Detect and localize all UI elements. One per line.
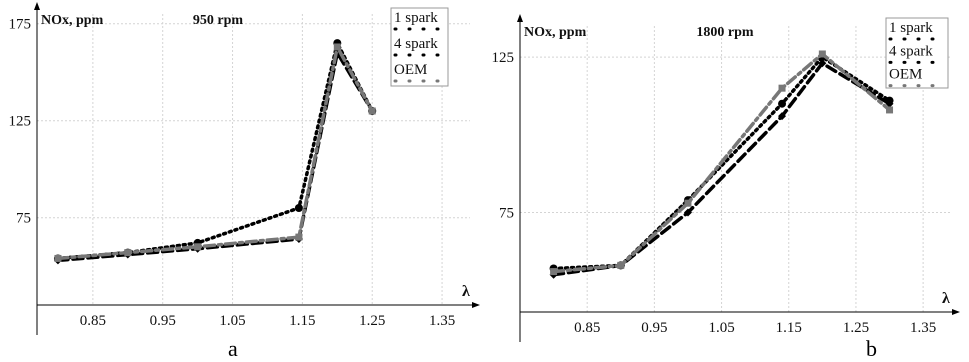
- chart-b-legend-label: 4 spark: [889, 43, 933, 59]
- chart-b-x-tick-label: 1.35: [910, 320, 936, 336]
- chart-b-x-tick-label: 1.25: [843, 320, 869, 336]
- chart-a-legend-label: 1 spark: [394, 10, 438, 26]
- chart-b-x-tick-label: 1.05: [708, 320, 734, 336]
- chart-a-data-point: [194, 243, 202, 251]
- chart-b-legend-label: OEM: [889, 67, 922, 83]
- chart-b-data-point: [550, 268, 558, 276]
- chart-b-x-tick-label: 0.95: [641, 320, 667, 336]
- chart-a-y-tick-label: 75: [16, 211, 31, 227]
- chart-a-title: 950 rpm: [193, 13, 244, 28]
- chart-a-data-point: [333, 43, 341, 51]
- panel-caption-a: a: [228, 336, 238, 361]
- chart-b-title: 1800 rpm: [696, 25, 754, 40]
- chart-a-data-point: [295, 233, 303, 241]
- chart-b-data-point: [885, 99, 894, 108]
- chart-a-x-tick-label: 1.15: [289, 313, 315, 329]
- chart-a-series-line-4-spark: [56, 51, 374, 263]
- chart-a-x-tick-label: 1.05: [219, 313, 245, 329]
- chart-a-x-tick-label: 0.95: [150, 313, 176, 329]
- chart-b-x-axis-label: λ: [942, 290, 950, 307]
- chart-a-series-line-1-spark: [56, 41, 374, 261]
- chart-b-data-point: [818, 50, 826, 58]
- chart-b-svg: 0.85 0.95 1.05 1.15 1.25 1.35 75 125 NOx, ppm λ 18…: [492, 14, 960, 342]
- chart-b-data-point: [778, 99, 787, 108]
- chart-a-data-point: [294, 204, 303, 212]
- chart-a-legend-box: [390, 7, 449, 87]
- chart-b-x-tick-label: 0.85: [574, 320, 600, 336]
- chart-panel-a: 0.85 0.95 1.05 1.15 1.25 1.35 75 125 175 NOx, ppm…: [0, 0, 484, 362]
- chart-a-x-tick-label: 0.85: [80, 313, 106, 329]
- chart-a-x-axis-label: λ: [462, 283, 470, 300]
- chart-b-data-point: [886, 106, 894, 114]
- chart-a-legend-label: 4 spark: [394, 36, 438, 52]
- chart-a-series-line-OEM: [56, 45, 374, 261]
- chart-a-x-axis-arrow: [472, 302, 480, 308]
- chart-b-y-axis-arrow: [517, 14, 523, 22]
- chart-b-legend-label: 1 spark: [889, 20, 933, 36]
- chart-a-y-tick-label: 125: [9, 114, 32, 130]
- chart-a-data-point: [368, 107, 376, 115]
- chart-b-y-tick-label: 75: [499, 206, 514, 222]
- chart-b-data-point: [684, 199, 692, 207]
- chart-b-x-tick-label: 1.15: [776, 320, 802, 336]
- chart-a-data-point: [124, 249, 132, 257]
- chart-a-legend-label: OEM: [394, 62, 427, 78]
- chart-b-x-axis-arrow: [952, 309, 960, 315]
- chart-b-data-point: [617, 261, 625, 269]
- chart-a-x-tick-label: 1.25: [359, 313, 385, 329]
- chart-a-y-axis-arrow: [34, 2, 40, 10]
- chart-b-data-point: [778, 84, 786, 92]
- chart-b-legend-box: [885, 17, 949, 89]
- chart-a-y-tick-label: 175: [9, 17, 32, 33]
- chart-b-y-axis-label: NOx, ppm: [524, 25, 587, 40]
- chart-b-y-tick-label: 125: [492, 50, 515, 66]
- chart-b-data-point: [683, 208, 692, 217]
- chart-b-data-point: [818, 59, 827, 68]
- chart-a-y-axis-label: NOx, ppm: [41, 13, 104, 28]
- chart-a-svg: 0.85 0.95 1.05 1.15 1.25 1.35 75 125 175 NOx, ppm…: [9, 2, 480, 335]
- panel-caption-b: b: [866, 336, 877, 361]
- chart-b-data-point: [778, 112, 787, 121]
- chart-b-series-line-OEM: [551, 52, 892, 274]
- chart-a-data-point: [54, 254, 62, 262]
- chart-a-x-tick-label: 1.35: [429, 313, 455, 329]
- chart-panel-b: 0.85 0.95 1.05 1.15 1.25 1.35 75 125 NOx, ppm λ 18…: [484, 0, 969, 362]
